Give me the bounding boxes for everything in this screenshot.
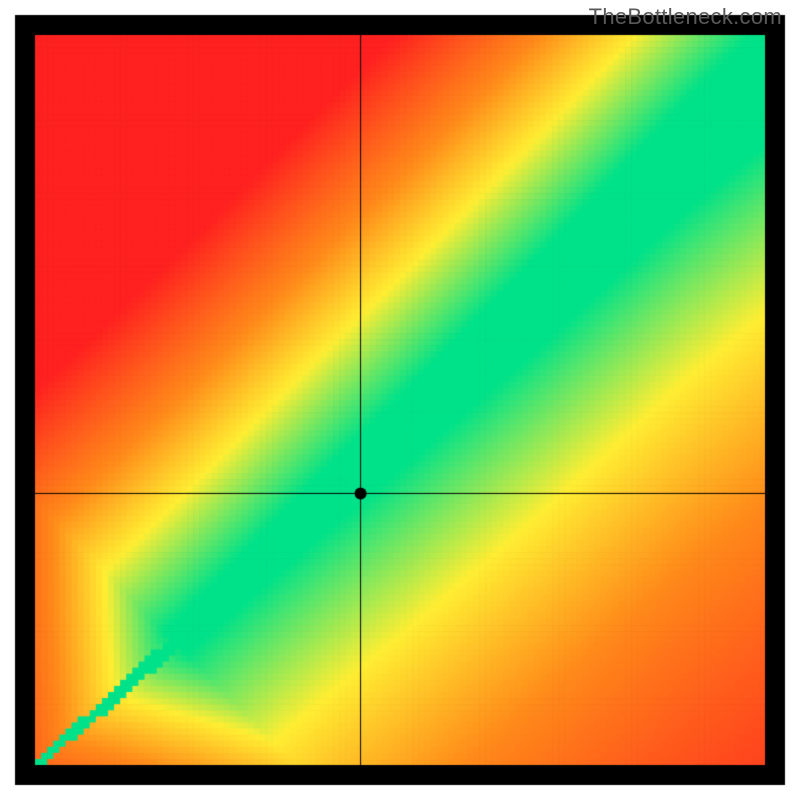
- bottleneck-heatmap: [0, 0, 800, 800]
- watermark-text: TheBottleneck.com: [589, 4, 782, 30]
